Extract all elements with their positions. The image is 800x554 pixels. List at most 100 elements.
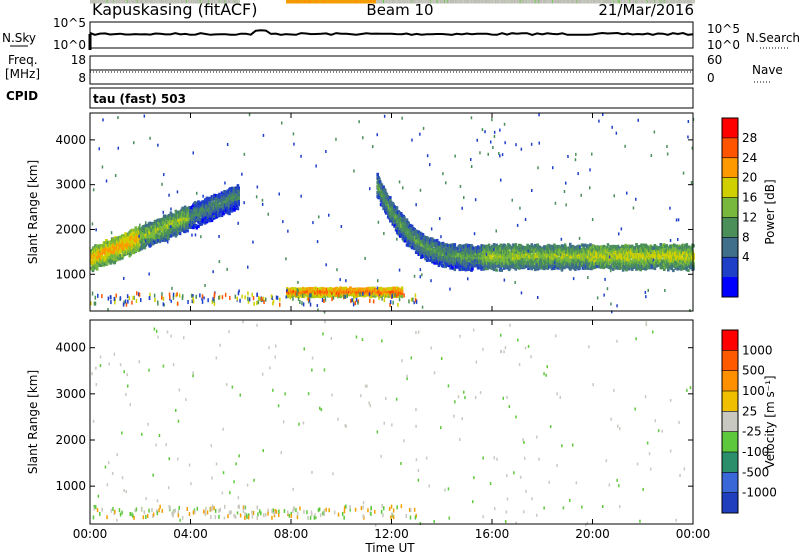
echo-cell (128, 239, 132, 243)
nave-tick-top: 60 (707, 53, 722, 67)
echo-cell (384, 194, 387, 198)
echo-cell (131, 251, 134, 255)
echo-cell (487, 254, 490, 258)
echo-cell (349, 286, 353, 290)
echo-cell (193, 216, 196, 220)
echo-cell (205, 196, 209, 200)
echo-cell (121, 234, 124, 238)
echo-cell (385, 193, 389, 197)
echo-cell (144, 233, 147, 237)
echo-cell (404, 239, 407, 243)
echo-cell (129, 252, 132, 256)
echo-cell (213, 200, 216, 204)
noise-left-label: N.Sky (2, 31, 36, 45)
echo-cell (495, 243, 498, 247)
echo-cell (424, 257, 427, 261)
echo-cell (426, 258, 430, 262)
echo-cell (105, 254, 108, 258)
echo-cell (499, 254, 503, 258)
echo-cell (155, 233, 158, 237)
echo-cell (93, 246, 96, 250)
echo-cell (505, 254, 508, 258)
echo-cell (128, 254, 132, 258)
echo-cell (237, 192, 240, 197)
echo-cell (225, 206, 229, 210)
echo-cell (224, 201, 228, 205)
echo-cell (95, 265, 99, 269)
echo-cell (111, 240, 115, 244)
echo-cell (118, 257, 122, 261)
echo-cell (445, 254, 448, 258)
echo-cell (161, 222, 164, 227)
echo-cell (451, 264, 454, 268)
echo-cell (435, 253, 439, 257)
echo-cell (131, 232, 135, 236)
echo-cell (167, 219, 170, 223)
echo-cell (154, 224, 158, 228)
echo-cell (465, 268, 468, 272)
echo-cell (444, 260, 447, 264)
echo-cell (466, 258, 469, 263)
echo-cell (384, 188, 387, 192)
echo-cell (237, 196, 240, 201)
echo-cell (149, 243, 153, 247)
echo-cell (143, 245, 147, 250)
echo-cell (172, 233, 175, 237)
echo-cell (442, 246, 446, 250)
echo-cell (136, 228, 139, 232)
echo-cell (158, 240, 162, 244)
echo-cell (216, 202, 220, 206)
echo-cell (487, 266, 491, 270)
echo-cell (401, 220, 405, 225)
echo-cell (378, 177, 381, 181)
echo-cell (476, 245, 480, 249)
echo-cell (489, 255, 493, 259)
echo-cell (375, 292, 379, 296)
noise-right-label: N.Search (746, 31, 800, 45)
echo-cell (403, 219, 406, 223)
echo-cell (491, 250, 494, 254)
echo-cell (121, 254, 125, 258)
echo-cell (471, 248, 474, 252)
echo-cell (480, 267, 483, 271)
echo-cell (174, 230, 178, 234)
echo-cell (237, 186, 240, 190)
echo-cell (214, 196, 217, 200)
echo-cell (464, 245, 467, 249)
echo-cell (435, 238, 439, 243)
echo-cell (502, 250, 506, 254)
echo-cell (225, 203, 229, 207)
echo-cell (423, 241, 426, 245)
echo-cell (341, 286, 344, 290)
echo-cell (471, 261, 474, 265)
echo-cell (432, 254, 436, 258)
echo-cell (430, 256, 433, 260)
echo-cell (124, 250, 127, 254)
echo-cell (197, 200, 200, 204)
echo-cell (309, 287, 312, 291)
echo-cell (358, 287, 362, 291)
echo-cell (130, 232, 133, 236)
echo-cell (236, 207, 240, 211)
echo-cell (121, 256, 124, 260)
echo-cell (94, 244, 97, 248)
echo-cell (229, 199, 233, 203)
echo-cell (486, 259, 489, 263)
echo-cell (459, 245, 462, 249)
echo-cell (226, 209, 230, 213)
echo-cell (236, 184, 240, 188)
echo-cell (477, 256, 481, 260)
echo-cell (169, 211, 173, 215)
echo-cell (203, 207, 207, 211)
echo-cell (210, 206, 214, 210)
echo-cell (193, 201, 197, 205)
echo-cell (150, 229, 153, 233)
echo-cell (152, 229, 156, 233)
echo-cell (320, 294, 323, 298)
echo-cell (218, 214, 221, 218)
echo-cell (447, 255, 451, 259)
echo-cell (109, 256, 112, 260)
echo-cell (499, 260, 503, 264)
echo-cell (169, 234, 173, 238)
